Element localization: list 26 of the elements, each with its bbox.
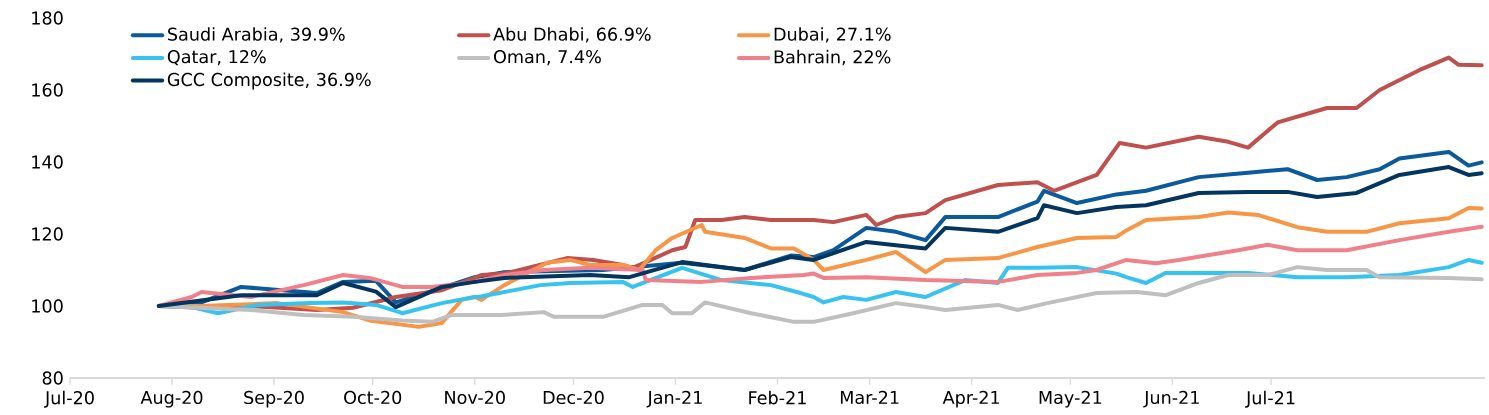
x-tick-label: Nov-20	[445, 390, 505, 405]
x-tick-label: Oct-20	[344, 390, 402, 405]
x-tick-label: May-21	[1039, 390, 1102, 408]
x-tick-label: Mar-21	[840, 390, 899, 405]
legend-label: Saudi Arabia, 39.9%	[168, 27, 345, 43]
y-tick-label: 100	[32, 299, 63, 313]
x-tick-label: Aug-20	[140, 390, 203, 408]
x-tick-label: Feb-21	[749, 390, 806, 405]
x-tick-label: Jun-21	[1143, 390, 1199, 408]
x-tick-label: Jul-21	[1245, 390, 1295, 408]
x-tick-label: Apr-21	[942, 390, 1000, 408]
x-tick-label: Dec-20	[543, 390, 604, 405]
legend-label: Oman, 7.4%	[494, 50, 601, 66]
legend-label: Qatar, 12%	[167, 50, 266, 66]
legend-label: Abu Dhabi, 66.9%	[493, 27, 651, 43]
y-tick-label: 140	[32, 155, 63, 169]
legend-label: Bahrain, 22%	[774, 49, 891, 66]
x-tick-label: Sep-20	[244, 390, 304, 408]
y-tick-label: 120	[32, 227, 63, 241]
x-tick-label: Jul-20	[44, 390, 94, 408]
x-tick-label: Jan-21	[646, 390, 702, 408]
y-tick-label: 80	[42, 371, 63, 385]
y-tick-label: 180	[32, 11, 63, 25]
legend-label: Dubai, 27.1%	[774, 27, 891, 43]
legend-label: GCC Composite, 36.9%	[167, 72, 371, 90]
y-tick-label: 160	[32, 83, 63, 97]
